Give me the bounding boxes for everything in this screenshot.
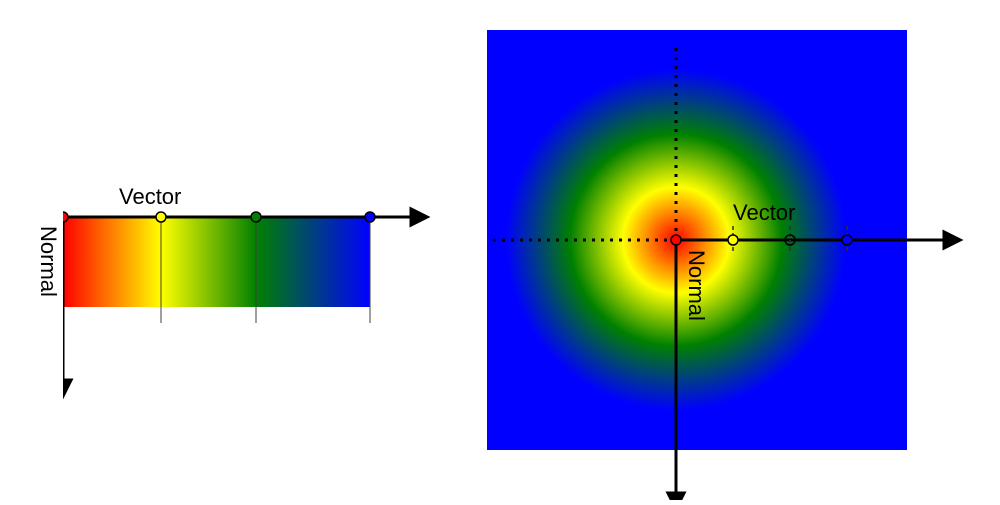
right-svg <box>487 30 967 500</box>
marker-green <box>251 212 261 222</box>
right-radial-diagram: Vector Normal <box>487 30 967 500</box>
normal-label-left: Normal <box>35 226 61 297</box>
rmarker-blue <box>842 235 852 245</box>
marker-red <box>63 212 68 222</box>
vector-label-left: Vector <box>119 184 181 210</box>
marker-blue <box>365 212 375 222</box>
rmarker-red <box>671 235 681 245</box>
vector-label-right: Vector <box>733 200 795 226</box>
left-gradient-diagram: Vector Normal <box>63 180 483 440</box>
left-svg <box>63 180 483 440</box>
rmarker-yellow <box>728 235 738 245</box>
marker-yellow <box>156 212 166 222</box>
gradient-bar <box>63 217 370 307</box>
normal-label-right: Normal <box>683 250 709 321</box>
